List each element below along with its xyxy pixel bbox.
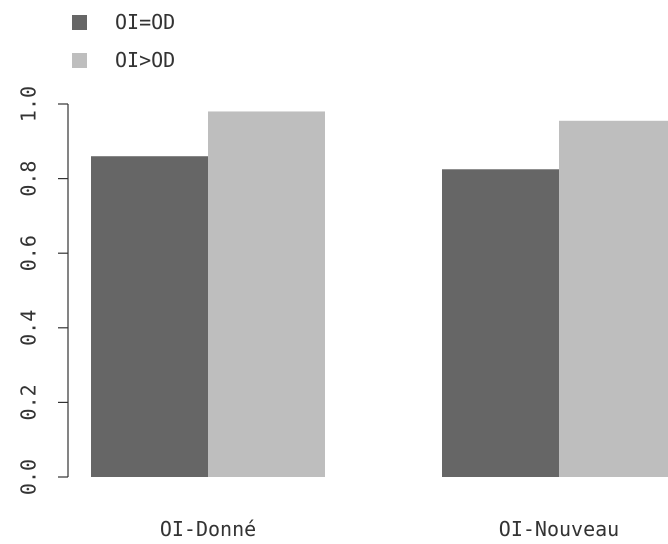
category-label: OI-Nouveau bbox=[499, 517, 619, 539]
legend-swatch bbox=[72, 15, 87, 30]
legend-label: OI>OD bbox=[115, 48, 175, 72]
bar-oi-eq-od-donne bbox=[91, 156, 208, 477]
legend-label: OI=OD bbox=[115, 10, 175, 34]
bar-oi-gt-od-nouveau bbox=[559, 120, 668, 477]
y-tick-label: 0.6 bbox=[17, 235, 41, 271]
y-tick-label: 0.4 bbox=[17, 310, 41, 346]
bar-oi-eq-od-nouveau bbox=[442, 169, 559, 477]
legend: OI=OD OI>OD bbox=[72, 10, 175, 72]
y-tick-label: 0.8 bbox=[17, 161, 41, 197]
legend-swatch bbox=[72, 53, 87, 68]
y-tick-label: 1.0 bbox=[17, 86, 41, 122]
bars bbox=[91, 111, 668, 478]
y-axis: 0.0 0.2 0.4 0.6 0.8 1.0 bbox=[17, 86, 69, 495]
y-tick-label: 0.2 bbox=[17, 384, 41, 420]
bar-oi-gt-od-donne bbox=[208, 111, 325, 478]
category-label: OI-Donné bbox=[160, 517, 256, 539]
x-axis-labels: OI-Donné OI-Nouveau bbox=[160, 517, 619, 541]
y-tick-label: 0.0 bbox=[17, 459, 41, 495]
